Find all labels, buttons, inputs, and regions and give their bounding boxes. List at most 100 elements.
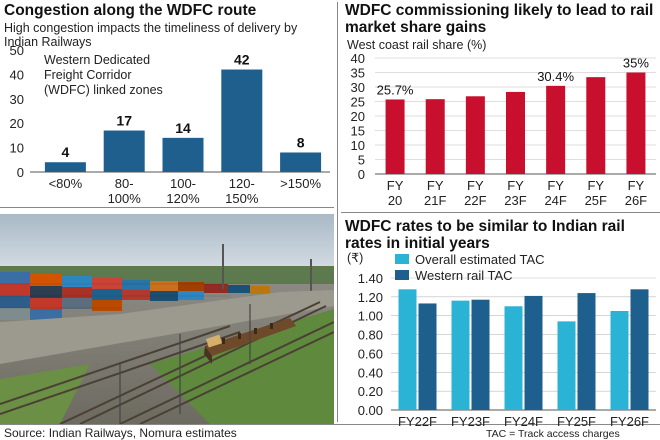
x-tick-label: 25F [585, 193, 607, 208]
vertical-divider [337, 2, 338, 422]
x-tick-label: FY [387, 178, 404, 193]
bar [425, 99, 445, 174]
data-label: 4 [62, 144, 70, 160]
x-tick-label: FY23F [451, 414, 490, 428]
bar [504, 306, 523, 410]
y-tick-label: 0.60 [358, 346, 383, 361]
y-tick-label: 0 [17, 165, 24, 180]
x-tick-label: FY [628, 178, 645, 193]
bar [546, 85, 566, 174]
bar [471, 299, 490, 410]
y-tick-label: 15 [351, 124, 365, 139]
y-tick-label: 0.00 [358, 403, 383, 418]
bottom-divider [0, 424, 660, 425]
x-tick-label: 22F [464, 193, 486, 208]
bar [103, 130, 145, 172]
data-label: 8 [297, 134, 305, 150]
bar [577, 293, 596, 410]
x-tick-label: FY22F [398, 414, 437, 428]
y-tick-label: 20 [10, 116, 24, 131]
y-tick-label: 40 [10, 67, 24, 82]
y-tick-label: 20 [351, 109, 365, 124]
bar [524, 295, 543, 410]
x-tick-label: 120- [229, 176, 255, 191]
x-tick-label: FY [427, 178, 444, 193]
congestion-chart: 0 10 20 30 40 50 4 <80% 17 80-100% 14 100-120% 42 120… [10, 43, 330, 206]
annotation-line: Western Dedicated [44, 53, 150, 67]
x-tick-label: FY24F [504, 414, 543, 428]
y-tick-label: 5 [358, 153, 365, 168]
bar [418, 303, 437, 410]
x-tick-label: 20 [388, 193, 402, 208]
y-tick-label: 0.20 [358, 384, 383, 399]
bar [221, 69, 263, 172]
x-tick-label: 120% [166, 191, 200, 206]
bar [610, 311, 629, 410]
y-tick-label: 10 [351, 138, 365, 153]
y-tick-label: 0 [358, 167, 365, 182]
bar [630, 289, 649, 410]
y-tick-label: 30 [10, 92, 24, 107]
top-left-divider [0, 207, 334, 208]
bar [626, 72, 646, 174]
congestion-title: Congestion along the WDFC route [4, 2, 257, 19]
x-tick-label: 26F [625, 193, 647, 208]
right-divider [341, 212, 660, 213]
bar [280, 152, 322, 172]
data-label: 42 [234, 52, 250, 68]
x-tick-label: 100% [108, 191, 142, 206]
rates-title: WDFC rates to be similar to Indian rail … [345, 218, 625, 252]
x-tick-label: FY [547, 178, 564, 193]
bar [557, 321, 576, 410]
y-tick-label: 0.80 [358, 328, 383, 343]
y-tick-label: 0.40 [358, 365, 383, 380]
legend-label: Overall estimated TAC [415, 252, 545, 267]
y-tick-label: 35 [351, 66, 365, 81]
rail-depot-illustration [0, 214, 334, 424]
annotation-line: Freight Corridor [44, 68, 132, 82]
congestion-subtitle: High congestion impacts the timeliness o… [4, 21, 298, 49]
rail-depot-photo [0, 214, 334, 424]
share-title: WDFC commissioning likely to lead to rai… [345, 2, 654, 36]
share-chart: West coast rail share (%)051015202530354… [347, 38, 656, 208]
x-tick-label: >150% [280, 176, 321, 191]
annotation-line: (WDFC) linked zones [44, 83, 163, 97]
bar [586, 77, 606, 174]
x-tick-label: <80% [49, 176, 83, 191]
bar [398, 289, 417, 410]
data-label: 30.4% [537, 69, 574, 84]
y-tick-label: 1.00 [358, 309, 383, 324]
x-tick-label: 21F [424, 193, 446, 208]
x-tick-label: FY [587, 178, 604, 193]
y-axis-label: (₹) [347, 251, 363, 265]
y-tick-label: 30 [351, 80, 365, 95]
x-tick-label: FY [467, 178, 484, 193]
data-label: 35% [623, 56, 649, 71]
y-tick-label: 25 [351, 95, 365, 110]
x-tick-label: FY26F [610, 414, 649, 428]
bar [506, 91, 525, 174]
y-tick-label: 10 [10, 141, 24, 156]
y-tick-label: 40 [351, 51, 365, 66]
x-tick-label: FY25F [557, 414, 596, 428]
legend-label: Western rail TAC [415, 268, 513, 283]
bar [44, 162, 86, 172]
data-label: 14 [175, 120, 191, 136]
y-axis-label: West coast rail share (%) [347, 38, 486, 52]
bar [465, 96, 485, 174]
y-tick-label: 1.20 [358, 290, 383, 305]
tac-footnote: TAC = Track access charges [486, 428, 620, 440]
legend-swatch [395, 254, 409, 264]
x-tick-label: FY [507, 178, 524, 193]
x-tick-label: 80- [115, 176, 134, 191]
x-tick-label: 100- [170, 176, 196, 191]
x-tick-label: 23F [504, 193, 526, 208]
data-label: 17 [116, 113, 132, 129]
data-label: 25.7% [377, 82, 414, 97]
rates-chart: (₹) 0.00 0.20 0.40 0.60 0.80 1.00 1.20 1.40 Overa… [347, 251, 656, 428]
bar [162, 137, 204, 172]
legend-swatch [395, 270, 409, 280]
bar [451, 300, 470, 410]
x-tick-label: 150% [225, 191, 259, 206]
bar [385, 99, 405, 174]
